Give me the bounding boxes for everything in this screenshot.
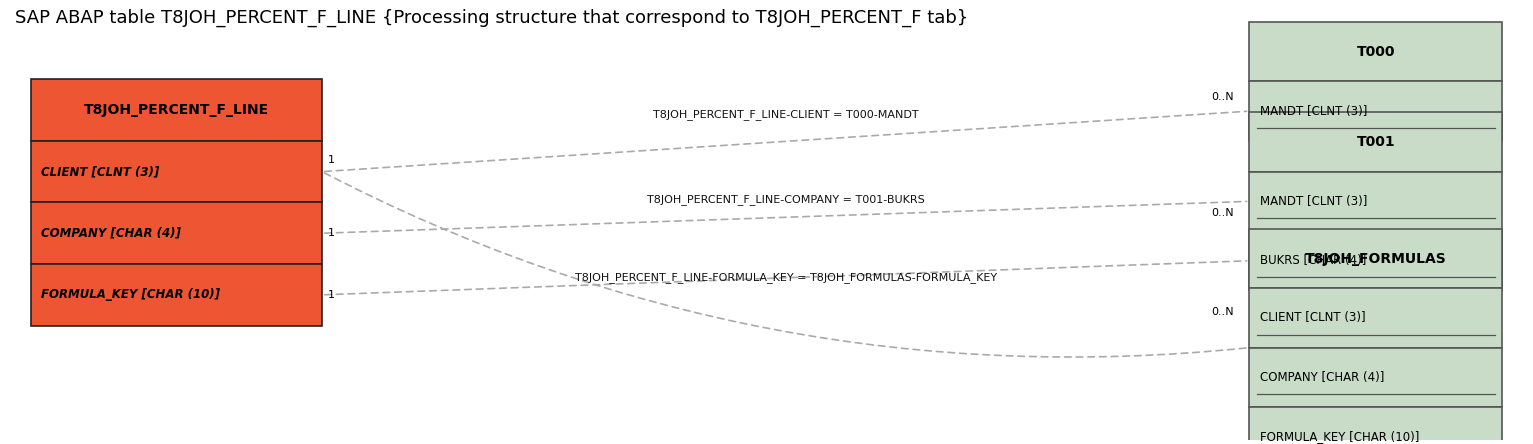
FancyBboxPatch shape (31, 141, 322, 202)
FancyBboxPatch shape (31, 79, 322, 141)
Text: 0..N: 0..N (1211, 92, 1234, 102)
Text: CLIENT [CLNT (3)]: CLIENT [CLNT (3)] (1260, 311, 1366, 325)
Text: COMPANY [CHAR (4)]: COMPANY [CHAR (4)] (41, 227, 181, 240)
FancyBboxPatch shape (1249, 22, 1502, 81)
FancyBboxPatch shape (1249, 229, 1502, 288)
FancyBboxPatch shape (1249, 231, 1502, 290)
Text: FORMULA_KEY [CHAR (10)]: FORMULA_KEY [CHAR (10)] (41, 288, 221, 301)
FancyBboxPatch shape (31, 264, 322, 325)
Text: T8JOH_PERCENT_F_LINE-CLIENT = T000-MANDT: T8JOH_PERCENT_F_LINE-CLIENT = T000-MANDT (653, 110, 918, 120)
Text: 1: 1 (328, 290, 336, 300)
Text: T8JOH_PERCENT_F_LINE: T8JOH_PERCENT_F_LINE (84, 103, 268, 117)
Text: BUKRS [CHAR (4)]: BUKRS [CHAR (4)] (1260, 254, 1366, 267)
FancyBboxPatch shape (31, 202, 322, 264)
Text: T001: T001 (1357, 135, 1395, 149)
Text: CLIENT [CLNT (3)]: CLIENT [CLNT (3)] (41, 165, 159, 178)
Text: MANDT [CLNT (3)]: MANDT [CLNT (3)] (1260, 195, 1367, 208)
FancyBboxPatch shape (1249, 407, 1502, 444)
Text: COMPANY [CHAR (4)]: COMPANY [CHAR (4)] (1260, 371, 1384, 384)
Text: SAP ABAP table T8JOH_PERCENT_F_LINE {Processing structure that correspond to T8J: SAP ABAP table T8JOH_PERCENT_F_LINE {Pro… (15, 9, 969, 27)
Text: 0..N: 0..N (1211, 307, 1234, 317)
Text: 1: 1 (328, 155, 336, 165)
FancyBboxPatch shape (1249, 81, 1502, 141)
Text: 0..N: 0..N (1211, 208, 1234, 218)
FancyBboxPatch shape (1249, 112, 1502, 172)
Text: T000: T000 (1357, 45, 1395, 59)
FancyBboxPatch shape (1249, 172, 1502, 231)
Text: T8JOH_PERCENT_F_LINE-FORMULA_KEY = T8JOH_FORMULAS-FORMULA_KEY: T8JOH_PERCENT_F_LINE-FORMULA_KEY = T8JOH… (575, 272, 996, 283)
Text: T8JOH_PERCENT_F_LINE-COMPANY = T001-BUKRS: T8JOH_PERCENT_F_LINE-COMPANY = T001-BUKR… (647, 194, 924, 205)
FancyBboxPatch shape (1249, 348, 1502, 407)
Text: T8JOH_FORMULAS: T8JOH_FORMULAS (1305, 252, 1447, 266)
Text: FORMULA_KEY [CHAR (10)]: FORMULA_KEY [CHAR (10)] (1260, 430, 1420, 443)
Text: 1: 1 (328, 228, 336, 238)
Text: MANDT [CLNT (3)]: MANDT [CLNT (3)] (1260, 105, 1367, 118)
FancyBboxPatch shape (1249, 288, 1502, 348)
